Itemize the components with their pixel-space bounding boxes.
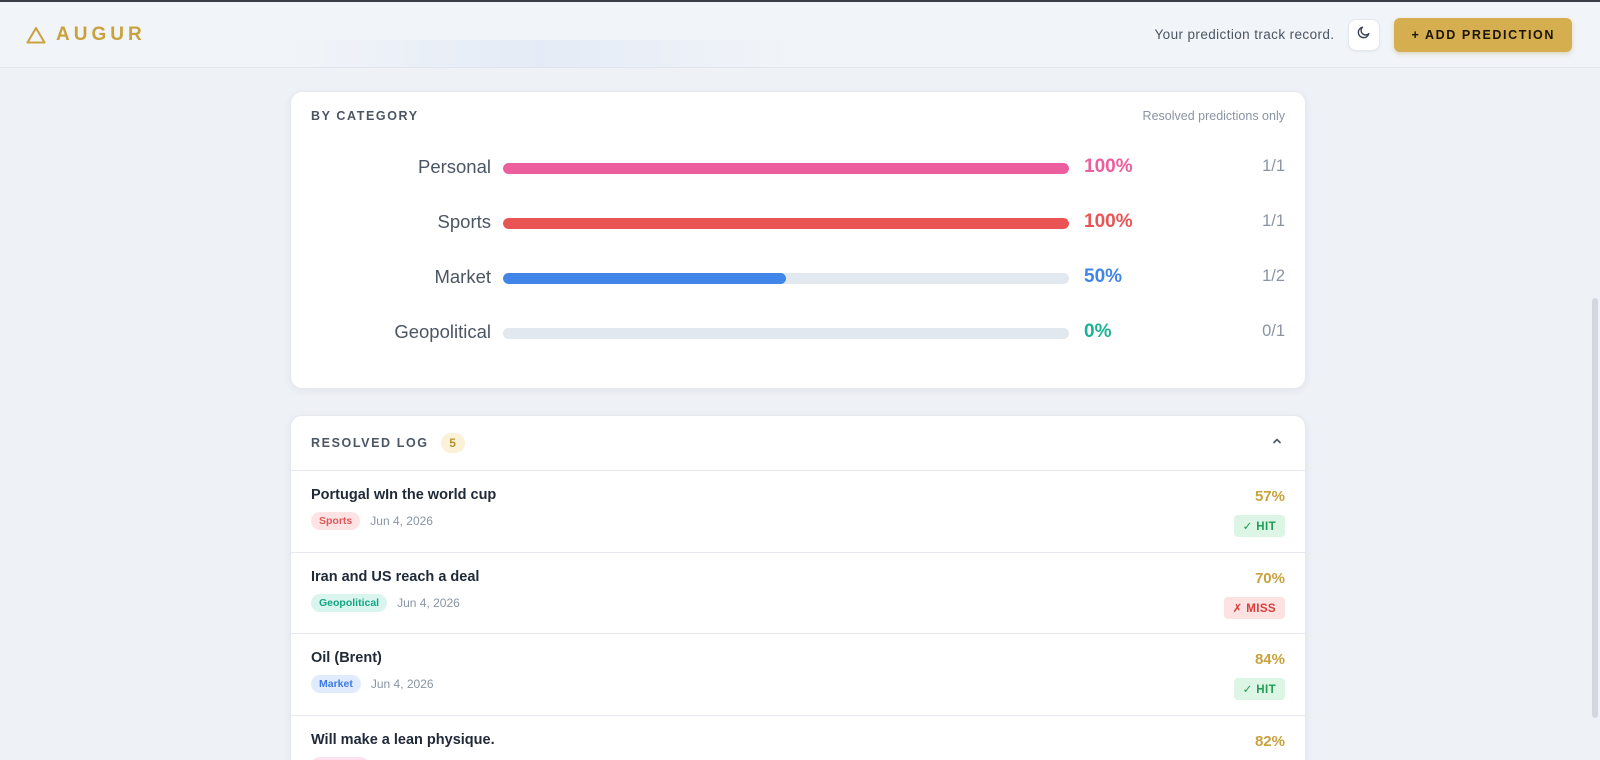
- by-category-title: BY CATEGORY: [311, 109, 419, 123]
- chevron-up-icon[interactable]: [1271, 434, 1283, 452]
- resolved-log-header[interactable]: RESOLVED LOG 5: [291, 416, 1305, 471]
- category-row-market: Market 50% 1/2: [291, 263, 1307, 293]
- category-fraction: 1/2: [1262, 267, 1285, 285]
- category-percent: 0%: [1084, 321, 1112, 342]
- prediction-title: Oil (Brent): [311, 650, 382, 666]
- category-bar-fill: [503, 218, 1069, 229]
- category-label: Sports: [437, 211, 491, 232]
- category-tag: Geopolitical: [311, 593, 388, 612]
- category-bar-fill: [503, 273, 786, 284]
- triangle-icon: [26, 26, 46, 44]
- log-item[interactable]: Portugal wIn the world cup Sports Jun 4,…: [291, 471, 1305, 553]
- add-prediction-button[interactable]: + ADD PREDICTION: [1394, 17, 1572, 52]
- category-bar-track: [503, 273, 1069, 284]
- confidence-percent: 70%: [1254, 569, 1285, 587]
- confidence-percent: 82%: [1254, 732, 1285, 750]
- log-item[interactable]: Will make a lean physique. 82%: [291, 716, 1305, 760]
- prediction-date: Jun 4, 2026: [370, 514, 433, 528]
- prediction-title: Iran and US reach a deal: [311, 568, 480, 585]
- category-tag: Sports: [311, 512, 361, 530]
- category-label: Personal: [417, 156, 491, 177]
- scrollbar-thumb[interactable]: [1592, 298, 1598, 718]
- log-item[interactable]: Oil (Brent) Market Jun 4, 2026 84% ✓ HIT: [291, 634, 1305, 716]
- prediction-title: Portugal wIn the world cup: [311, 487, 497, 503]
- prediction-date: Jun 4, 2026: [397, 595, 460, 610]
- category-bar-track: [503, 218, 1069, 229]
- result-badge: ✗ MISS: [1223, 596, 1285, 619]
- category-bar-track: [503, 163, 1069, 174]
- tagline: Your prediction track record.: [1154, 27, 1335, 42]
- brand[interactable]: AUGUR: [26, 24, 146, 46]
- log-item[interactable]: Iran and US reach a deal Geopolitical Ju…: [291, 553, 1305, 634]
- theme-toggle-button[interactable]: [1348, 18, 1381, 51]
- window-top-border: [0, 0, 1600, 2]
- category-row-geopolitical: Geopolitical 0% 0/1: [291, 318, 1307, 348]
- category-tag: [311, 756, 369, 760]
- category-bar-fill: [503, 163, 1069, 174]
- app-header: AUGUR Your prediction track record. + AD…: [0, 2, 1600, 68]
- result-badge: ✓ HIT: [1233, 515, 1285, 537]
- resolved-log-title: RESOLVED LOG: [311, 436, 429, 450]
- category-fraction: 1/1: [1262, 212, 1285, 230]
- category-percent: 50%: [1084, 266, 1123, 287]
- category-row-sports: Sports 100% 1/1: [291, 208, 1307, 238]
- category-tag: Market: [311, 675, 361, 693]
- category-fraction: 1/1: [1262, 157, 1285, 175]
- by-category-note: Resolved predictions only: [1142, 109, 1285, 123]
- category-label: Geopolitical: [394, 321, 491, 342]
- moon-icon: [1357, 25, 1371, 44]
- resolved-log-card: RESOLVED LOG 5 Portugal wIn the world cu…: [290, 415, 1306, 760]
- category-percent: 100%: [1084, 156, 1133, 177]
- by-category-card: BY CATEGORY Resolved predictions only Pe…: [290, 91, 1306, 389]
- confidence-percent: 57%: [1254, 488, 1285, 505]
- category-fraction: 0/1: [1262, 322, 1285, 340]
- page-scrollbar[interactable]: [1588, 68, 1600, 760]
- prediction-title: Will make a lean physique.: [311, 731, 495, 748]
- category-bar-track: [503, 328, 1069, 339]
- previous-card-edge: [290, 40, 790, 68]
- category-row-personal: Personal 100% 1/1: [291, 153, 1307, 183]
- result-badge: ✓ HIT: [1233, 678, 1285, 700]
- category-label: Market: [434, 266, 491, 287]
- resolved-count-badge: 5: [440, 433, 465, 453]
- confidence-percent: 84%: [1254, 651, 1285, 668]
- brand-name: AUGUR: [56, 23, 146, 45]
- category-percent: 100%: [1084, 211, 1133, 232]
- prediction-date: Jun 4, 2026: [370, 677, 434, 691]
